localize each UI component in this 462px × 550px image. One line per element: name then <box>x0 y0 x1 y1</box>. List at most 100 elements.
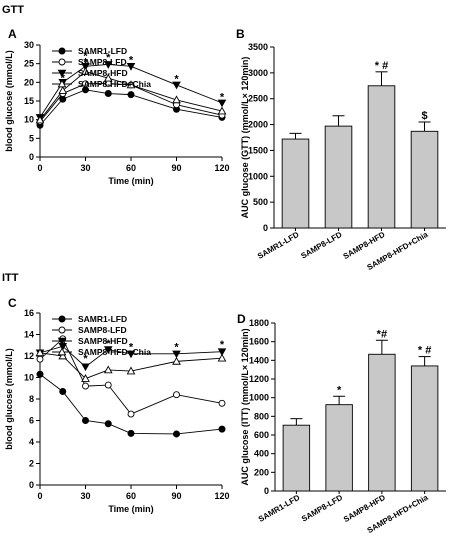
panel-c-line-chart: C 0 2 4 6 8 10 12 14 16 0 30 60 90 120 Time (min) blood … <box>4 296 230 514</box>
significance-a-1: * <box>83 57 88 69</box>
y-tick-label-b-1500: 1500 <box>248 145 268 155</box>
panel-letter-a: A <box>8 27 17 41</box>
x-tick-label-a-0: 0 <box>37 163 42 173</box>
y-tick-label-d-400: 400 <box>254 449 269 459</box>
y-tick-label-d-200: 200 <box>254 467 269 477</box>
bar-label-d-samp8-lfd: * <box>337 384 342 396</box>
panel-a-line-chart: A 0 5 10 15 20 25 30 0 30 60 90 120 Time (min) blood g… <box>4 27 230 186</box>
bar-label-b-samp8-hfd: * # <box>375 60 388 72</box>
point-a-samp8-hfd-chia-90 <box>172 95 181 104</box>
legend-marker-c-samp8-hfd-chia <box>57 347 67 356</box>
y-tick-label-d-1400: 1400 <box>249 355 269 365</box>
y-tick-label-a-30: 30 <box>24 40 34 50</box>
legend-marker-c-samp8-hfd <box>57 337 67 346</box>
panel-letter-c: C <box>8 296 17 310</box>
y-tick-label-c-2: 2 <box>29 459 34 469</box>
significance-c-2: * <box>106 338 111 350</box>
significance-c-0: * <box>61 327 66 339</box>
x-axis-label-a: Time (min) <box>108 176 153 186</box>
legend-marker-a-samp8-hfd <box>57 69 67 78</box>
y-tick-label-d-1200: 1200 <box>249 374 269 384</box>
significance-c-1: * <box>83 353 88 365</box>
y-tick-label-c-12: 12 <box>24 351 34 361</box>
bar-d-samp8-lfd <box>325 404 353 492</box>
point-c-samp8-lfd-30 <box>82 382 89 390</box>
y-axis-label-d: AUC glucose (ITT) (mmol/L× 120min) <box>240 328 250 485</box>
x-tick-label-c-90: 90 <box>171 491 181 501</box>
y-tick-label-c-8: 8 <box>29 394 34 404</box>
bar-label-d-samp8-hfd: *# <box>377 328 387 340</box>
panel-b-bar-chart: B 0 500 1000 1500 2000 2500 3000 3500 AUC glucose… <box>236 27 446 272</box>
point-a-samp8-hfd-90 <box>172 81 181 90</box>
y-tick-label-b-2000: 2000 <box>248 120 268 130</box>
point-a-samp8-hfd-120 <box>217 99 227 108</box>
legend-marker-a-samp8-lfd <box>58 58 66 66</box>
y-axis-label-b: AUC glucose (GTT) (mmol/L× 120min) <box>240 57 250 219</box>
significance-a-6: * <box>220 91 225 103</box>
category-label-d-samr1-lfd: SAMR1-LFD <box>257 493 302 524</box>
x-tick-label-a-120: 120 <box>214 163 229 173</box>
point-a-samr1-lfd-45 <box>104 90 112 98</box>
x-tick-label-c-30: 30 <box>80 491 90 501</box>
point-c-samp8-hfd-chia-45 <box>103 365 113 374</box>
point-c-samp8-hfd-chia-15 <box>58 351 68 360</box>
point-c-samr1-lfd-0 <box>36 370 44 378</box>
category-label-b-samp8-lfd: SAMP8-LFD <box>299 230 343 261</box>
point-c-samp8-lfd-120 <box>218 399 226 407</box>
point-c-samp8-lfd-45 <box>104 381 112 389</box>
category-label-d-samp8-lfd: SAMP8-LFD <box>300 493 344 524</box>
point-c-samp8-hfd-90 <box>172 350 181 359</box>
point-a-samp8-hfd-chia-30 <box>81 66 90 75</box>
legend-label-a-samp8-hfd: SAMP8-HFD <box>78 68 128 78</box>
significance-a-5: * <box>174 73 179 85</box>
y-tick-label-b-500: 500 <box>253 197 268 207</box>
point-a-samp8-hfd-chia-60 <box>126 80 136 89</box>
legend-label-c-samp8-hfd: SAMP8-HFD <box>78 336 128 346</box>
point-a-samp8-lfd-30 <box>82 80 89 88</box>
bar-b-samp8-hfd-chia <box>410 130 439 229</box>
y-tick-label-b-2500: 2500 <box>248 94 268 104</box>
y-tick-label-a-25: 25 <box>24 59 34 69</box>
y-tick-label-c-16: 16 <box>24 308 34 318</box>
y-tick-label-a-10: 10 <box>24 115 34 125</box>
section-title-gtt: GTT <box>2 4 24 16</box>
x-tick-label-a-90: 90 <box>171 163 181 173</box>
point-c-samp8-hfd-chia-120 <box>217 353 227 362</box>
category-label-b-samr1-lfd: SAMR1-LFD <box>256 230 301 261</box>
point-c-samp8-hfd-chia-0 <box>35 348 45 357</box>
series-line-a-samp8-hfd <box>39 63 223 118</box>
legend-marker-c-samr1-lfd <box>58 315 66 323</box>
section-title-itt: ITT <box>2 272 19 284</box>
y-tick-label-c-6: 6 <box>29 416 34 426</box>
bar-b-samp8-hfd <box>367 85 396 229</box>
y-tick-label-a-15: 15 <box>24 96 34 106</box>
point-a-samr1-lfd-60 <box>127 91 135 99</box>
y-tick-label-a-20: 20 <box>24 77 34 87</box>
y-tick-label-d-800: 800 <box>254 411 269 421</box>
bar-b-samr1-lfd <box>281 138 310 229</box>
point-a-samp8-hfd-chia-45 <box>103 73 113 82</box>
y-tick-label-c-0: 0 <box>29 480 34 490</box>
y-axis-label-a: blood glucose (mmol/L) <box>4 50 14 152</box>
y-tick-label-b-3000: 3000 <box>248 68 268 78</box>
x-axis-label-c: Time (min) <box>108 504 153 514</box>
point-c-samp8-lfd-90 <box>173 391 180 399</box>
y-tick-label-d-600: 600 <box>254 430 269 440</box>
point-c-samr1-lfd-120 <box>218 425 226 433</box>
panel-letter-d: D <box>237 312 246 326</box>
legend-label-a-samp8-lfd: SAMP8-LFD <box>78 57 127 67</box>
point-c-samr1-lfd-90 <box>173 430 180 438</box>
y-tick-label-c-10: 10 <box>24 373 34 383</box>
x-tick-label-c-60: 60 <box>126 491 136 501</box>
point-a-samp8-hfd-30 <box>81 63 90 71</box>
significance-a-0: * <box>61 73 66 85</box>
point-c-samr1-lfd-15 <box>59 387 67 395</box>
legend-label-a-samp8-hfd-chia: SAMP8-HFD+Chia <box>78 79 151 89</box>
x-tick-label-a-30: 30 <box>80 163 90 173</box>
point-c-samp8-hfd-60 <box>126 350 136 359</box>
point-c-samp8-hfd-chia-60 <box>126 366 136 375</box>
legend-label-c-samr1-lfd: SAMR1-LFD <box>78 314 127 324</box>
legend-marker-c-samp8-lfd <box>58 326 66 334</box>
